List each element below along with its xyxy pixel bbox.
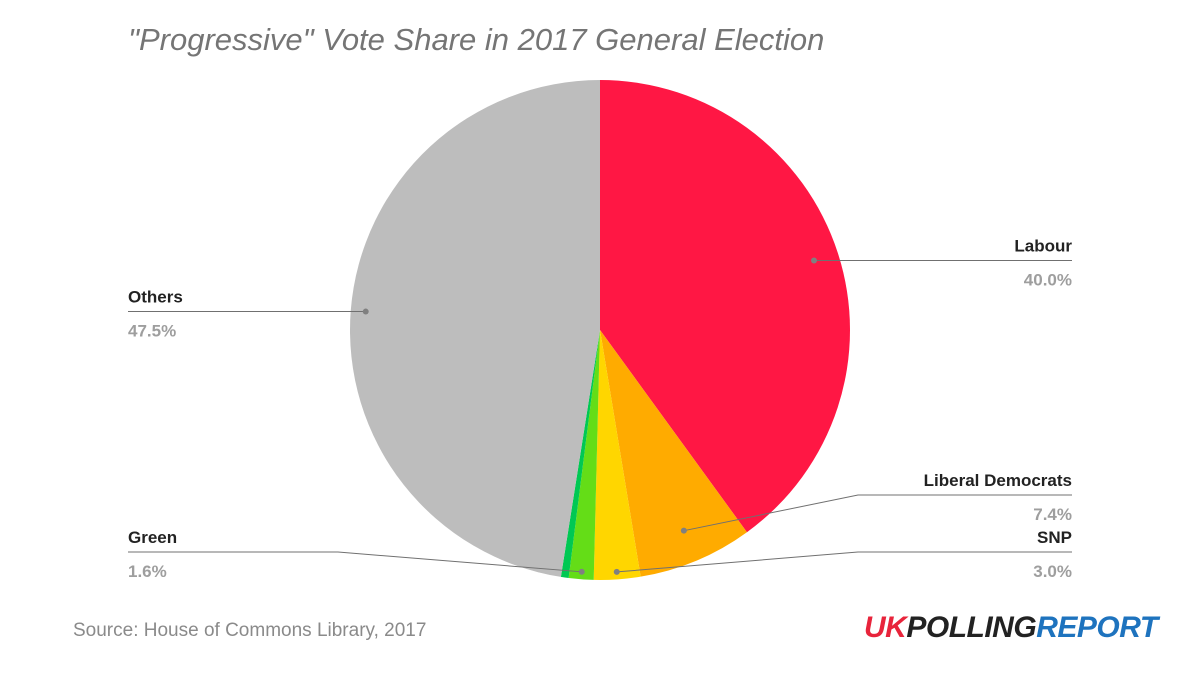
slice-value-green: 1.6% [128,562,167,581]
chart-title: "Progressive" Vote Share in 2017 General… [128,22,825,57]
logo-uk: UK [864,611,907,644]
slice-value-snp: 3.0% [1033,562,1072,581]
pie-slice-snp [593,330,641,580]
pie-slice-labour [600,80,850,533]
leader-line-liberal-democrats [683,494,1072,532]
slice-label-snp: SNP [1037,528,1072,547]
pie-labels: Labour 40.0% Liberal Democrats 7.4% SNP 3.0% G… [128,236,1072,581]
pie-slice-others [350,80,600,577]
leader-line-green [128,551,582,573]
slice-label-labour: Labour [1014,236,1072,255]
leader-dot-others [362,308,369,315]
leader-dot-green [578,568,585,575]
slice-value-labour: 40.0% [1024,270,1072,289]
leader-line-snp [616,551,1072,573]
ukpollingreport-logo: UKPOLLINGREPORT [864,611,1158,645]
pie-slice-unlabelled-4 [560,330,600,579]
logo-report: REPORT [1036,611,1158,644]
leader-dot-labour [810,257,817,264]
slice-label-others: Others [128,288,183,307]
slice-label-liberal-democrats: Liberal Democrats [924,471,1072,490]
logo-polling: POLLING [906,611,1037,644]
pie-slice-green [568,330,600,580]
slice-value-liberal-democrats: 7.4% [1033,505,1072,524]
slice-value-others: 47.5% [128,322,176,341]
source-note: Source: House of Commons Library, 2017 [73,620,427,641]
pie-slice-liberal-democrats [600,330,747,577]
pie-leader-lines [128,257,1072,575]
leader-dot-snp [613,568,620,575]
slice-label-green: Green [128,528,177,547]
leader-dot-liberal-democrats [680,527,687,534]
pie-slices [350,80,850,580]
